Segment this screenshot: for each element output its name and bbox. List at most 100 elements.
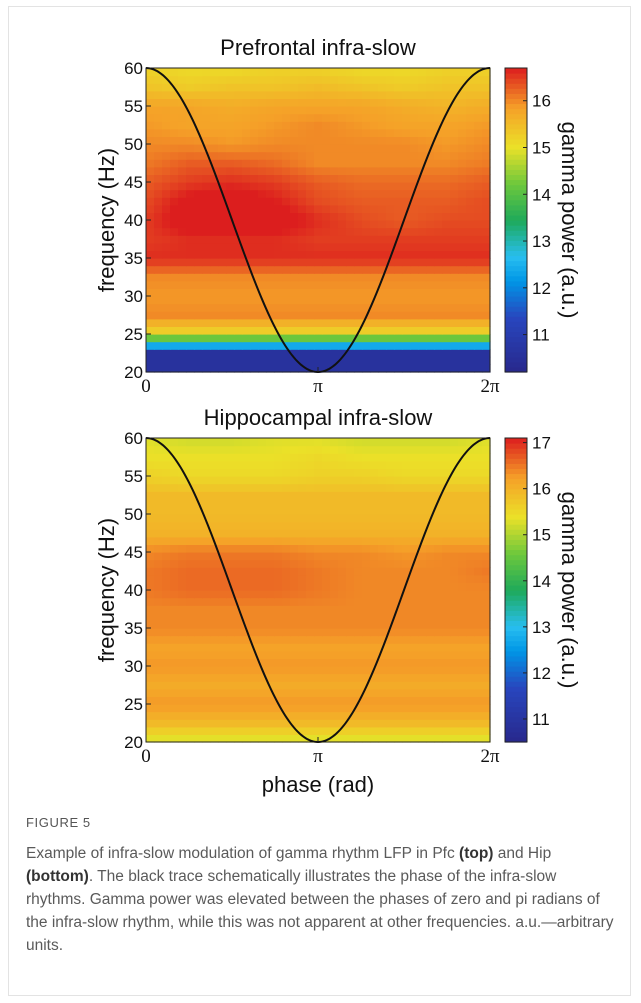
heatmap-cell (378, 552, 387, 561)
heatmap-cell (194, 341, 203, 350)
x-tick-label: 2π (480, 376, 500, 397)
heatmap-cell (290, 719, 299, 728)
heatmap-cell (314, 582, 323, 591)
colorbar-tick-label: 12 (532, 664, 551, 683)
heatmap-cell (146, 476, 155, 485)
heatmap-cell (418, 364, 427, 373)
heatmap-cell (266, 559, 275, 568)
heatmap-cell (426, 98, 435, 107)
heatmap-cell (146, 453, 155, 462)
heatmap-cell (194, 159, 203, 168)
heatmap-cell (466, 673, 475, 682)
heatmap-cell (466, 514, 475, 523)
heatmap-cell (458, 68, 467, 77)
heatmap-cell (370, 265, 379, 274)
heatmap-cell (362, 106, 371, 115)
heatmap-cell (242, 476, 251, 485)
heatmap-cell (338, 711, 347, 720)
heatmap-cell (146, 288, 155, 297)
heatmap-cell (218, 483, 227, 492)
heatmap-cell (298, 242, 307, 251)
colorbar-segment (505, 701, 527, 708)
heatmap-cell (418, 151, 427, 160)
heatmap-cell (458, 151, 467, 160)
heatmap-cell (250, 726, 259, 735)
heatmap-cell (402, 364, 411, 373)
heatmap-cell (282, 128, 291, 137)
heatmap-cell (434, 552, 443, 561)
heatmap-cell (194, 696, 203, 705)
heatmap-cell (194, 628, 203, 637)
heatmap-cell (474, 491, 483, 500)
heatmap-cell (314, 235, 323, 244)
heatmap-cell (442, 574, 451, 583)
heatmap-cell (418, 182, 427, 191)
heatmap-cell (290, 144, 299, 153)
colorbar-segment (505, 650, 527, 657)
heatmap-cell (442, 552, 451, 561)
heatmap-cell (402, 673, 411, 682)
heatmap-cell (282, 68, 291, 77)
heatmap-cell (170, 318, 179, 327)
heatmap-cell (442, 605, 451, 614)
colorbar-segment (505, 93, 527, 99)
heatmap-cell (298, 349, 307, 358)
heatmap-cell (298, 159, 307, 168)
heatmap-cell (290, 491, 299, 500)
heatmap-cell (274, 597, 283, 606)
heatmap-cell (378, 349, 387, 358)
heatmap-cell (306, 688, 315, 697)
heatmap-cell (154, 151, 163, 160)
heatmap-cell (434, 726, 443, 735)
heatmap-cell (258, 628, 267, 637)
heatmap-cell (378, 113, 387, 122)
heatmap-cell (218, 552, 227, 561)
heatmap-cell (178, 559, 187, 568)
heatmap-cell (234, 597, 243, 606)
heatmap-cell (282, 612, 291, 621)
heatmap-cell (402, 106, 411, 115)
heatmap-cell (474, 235, 483, 244)
heatmap-cell (306, 136, 315, 145)
heatmap-cell (338, 438, 347, 447)
heatmap-cell (226, 273, 235, 282)
heatmap-cell (442, 182, 451, 191)
heatmap-cell (330, 719, 339, 728)
heatmap-cell (322, 311, 331, 320)
heatmap-cell (170, 590, 179, 599)
heatmap-cell (418, 628, 427, 637)
heatmap-cell (346, 620, 355, 629)
heatmap-cell (314, 273, 323, 282)
heatmap-cell (458, 98, 467, 107)
heatmap-cell (322, 719, 331, 728)
colorbar-segment (505, 73, 527, 79)
heatmap-cell (258, 159, 267, 168)
heatmap-cell (458, 719, 467, 728)
heatmap-cell (250, 227, 259, 236)
heatmap-cell (418, 666, 427, 675)
heatmap-cell (258, 498, 267, 507)
heatmap-cell (178, 174, 187, 183)
heatmap-cell (466, 212, 475, 221)
heatmap-cell (186, 536, 195, 545)
heatmap-cell (370, 704, 379, 713)
heatmap-cell (354, 250, 363, 259)
heatmap-cell (362, 159, 371, 168)
heatmap-cell (330, 704, 339, 713)
heatmap-cell (274, 476, 283, 485)
heatmap-cell (146, 182, 155, 191)
heatmap-cell (146, 567, 155, 576)
heatmap-cell (418, 681, 427, 690)
heatmap-cell (178, 688, 187, 697)
heatmap-cell (458, 552, 467, 561)
colorbar-segment (505, 240, 527, 246)
heatmap-cell (322, 521, 331, 530)
heatmap-cell (242, 189, 251, 198)
heatmap-cell (346, 364, 355, 373)
heatmap-cell (338, 341, 347, 350)
heatmap-cell (482, 445, 491, 454)
heatmap-cell (466, 491, 475, 500)
heatmap-cell (306, 174, 315, 183)
heatmap-cell (458, 658, 467, 667)
heatmap-cell (370, 681, 379, 690)
